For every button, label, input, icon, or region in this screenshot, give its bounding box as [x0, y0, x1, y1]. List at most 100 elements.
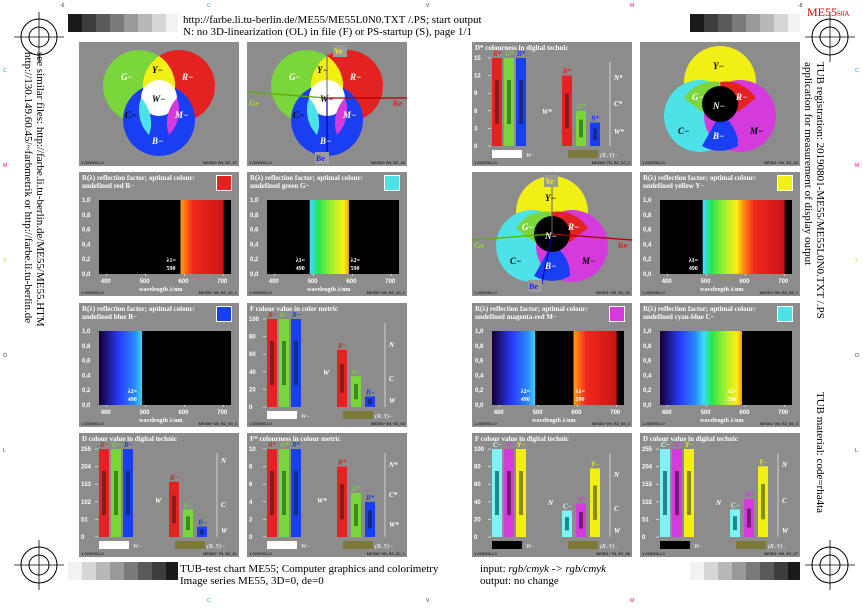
bar-bottom-label-left: W−	[526, 544, 535, 550]
bar-label-b: B−	[123, 441, 133, 449]
bar-ytick-label: 102	[642, 500, 653, 506]
spec-magenta-title-2: undefined magenta-red M−	[475, 313, 558, 321]
spec-band-500	[313, 200, 316, 274]
spec-ytick-label: 0,2	[82, 257, 91, 263]
bar-ytick-label: 3	[474, 126, 478, 132]
spec-band-415	[112, 331, 115, 405]
spec-cyan-swatch	[777, 306, 793, 322]
bar-bottom-swatch-left	[267, 411, 297, 419]
edge-letter-l-right: L	[855, 448, 858, 454]
bar-ytick-label: 204	[81, 465, 92, 471]
spec-yellow-title-2: undefined yellow Y−	[643, 182, 705, 190]
bar-label-c: C−	[661, 441, 670, 449]
spec-xtick-label: 700	[217, 279, 228, 285]
spec-xtick-label: 700	[778, 279, 789, 285]
spec-band-425	[509, 331, 512, 405]
venn4-label-m: M−	[581, 256, 595, 266]
venn2-label-ge: Ge	[249, 99, 259, 108]
header-code-main: ME55	[807, 5, 837, 19]
spec-band-445	[517, 331, 520, 405]
venn3-label-b: B−	[712, 131, 724, 141]
bar-inner-b2	[368, 510, 372, 529]
spec-band-645	[762, 200, 766, 274]
spec-band-645	[594, 331, 598, 405]
bar-ytick-label: 60	[249, 352, 256, 358]
spec-band-460	[130, 331, 133, 405]
bar-side-label: N	[547, 499, 554, 507]
spec-band-515	[712, 200, 715, 274]
spec-ytick-label: 0,6	[643, 359, 652, 365]
spec-band-600	[745, 200, 748, 274]
spec-band-410	[503, 331, 506, 405]
spec-ytick-label: 0,6	[643, 228, 652, 234]
spec-band-395	[104, 331, 108, 405]
spec-ytick-label: 1,0	[643, 198, 652, 204]
spec-xtick-label: 600	[178, 410, 189, 416]
bar-side-label: C	[782, 497, 787, 505]
header-line-2: N: no 3D-linearization (OL) in file (F) …	[183, 26, 472, 38]
spec-magenta-swatch	[609, 306, 625, 322]
venn3-label-r: R−	[735, 92, 747, 102]
spec-red-title-1: R(λ) reflection factor; optimal colour:	[82, 174, 195, 182]
edge-letter-c-left: C	[3, 68, 7, 74]
spec-ytick-label: 0,4	[643, 242, 652, 248]
spec-red-footer-right: ME550−3N, B2_49_1	[198, 290, 237, 295]
bar-side-label: W	[323, 369, 330, 377]
spec-cyan-footer-left: 1-003900-L0	[642, 421, 665, 426]
spec-band-570	[340, 200, 344, 274]
footer-input-line: input: rgb/cmyk -> rgb/cmyk	[480, 563, 606, 575]
spec-band-685	[217, 200, 220, 274]
venn3-label-g: G−	[692, 92, 704, 102]
spec-band-680	[776, 200, 779, 274]
spec-band-660	[207, 200, 211, 274]
d2-footer-left: 1-003900-L0	[642, 551, 665, 556]
spec-band-675	[213, 200, 216, 274]
bar-ytick-label: 4	[249, 500, 253, 506]
bar-label-r: R*	[267, 441, 277, 449]
edge-letter-c-right: C	[855, 68, 859, 74]
bar-ytick-label: 80	[474, 465, 481, 471]
spec-band-460	[691, 331, 694, 405]
bar-ytick-label: 20	[474, 517, 481, 523]
venn3-footer-right: ME551−0N, B2_53	[764, 160, 798, 165]
venn-diagram-rgb-2: Ye Ge Re Be G− Y− R− W− C− M− B−	[247, 45, 407, 164]
spec-band-695	[782, 200, 785, 274]
bar-side-label: W	[221, 527, 228, 535]
spec-band-480	[530, 331, 534, 405]
spec-band-655	[598, 331, 602, 405]
bar-label-c: C−	[493, 441, 502, 449]
spec-band-390	[663, 331, 667, 405]
edge-letter-y-left: Y	[3, 258, 7, 264]
bar-bottom-label-left: W−	[526, 153, 535, 159]
spec-band-550	[726, 331, 729, 405]
bar-side-label: C*	[614, 100, 623, 108]
chart-panel-d2: D colour value in digital technic 255 204…	[640, 433, 800, 557]
spec-xtick-label: 600	[739, 279, 750, 285]
spec-band-625	[587, 331, 590, 405]
spec-ytick-label: 0,4	[643, 373, 652, 379]
spec-red-footer-left: 1-003900-L0	[81, 290, 104, 295]
spec-band-420	[507, 331, 510, 405]
spec-band-550	[726, 200, 729, 274]
spec-band-490	[702, 200, 706, 274]
spec-ytick-label: 0,8	[82, 344, 91, 350]
bar-inner-r	[102, 471, 106, 515]
spec-band-480	[137, 331, 141, 405]
spec-band-440	[515, 331, 518, 405]
spec-band-630	[196, 200, 199, 274]
spec-band-530	[718, 200, 721, 274]
chart-panel-f: F colour value in color metric 100 80 60 40…	[247, 303, 407, 427]
bar-ytick-label: 9	[474, 91, 478, 97]
top-left-gray-scale	[68, 14, 178, 32]
spec-band-570	[733, 200, 737, 274]
venn-diagram-cmy-2: Ye Ge Re Be Y− G− R− N− C− B− M−	[472, 175, 632, 293]
spec-green-footer-left: 1-003900-L0	[249, 290, 272, 295]
spec-band-600	[184, 200, 187, 274]
bar-side-label: W*	[542, 108, 552, 116]
venn-diagram-cmy-1: Y− G− R− N− C− B− M−	[664, 46, 776, 152]
venn1-label-m: M−	[174, 110, 188, 120]
footer-input-value: rgb/cmyk -> rgb/cmyk	[508, 563, 607, 575]
left-side-line-2: http://130.149.60.45/~farbmetrik or http…	[22, 52, 34, 324]
